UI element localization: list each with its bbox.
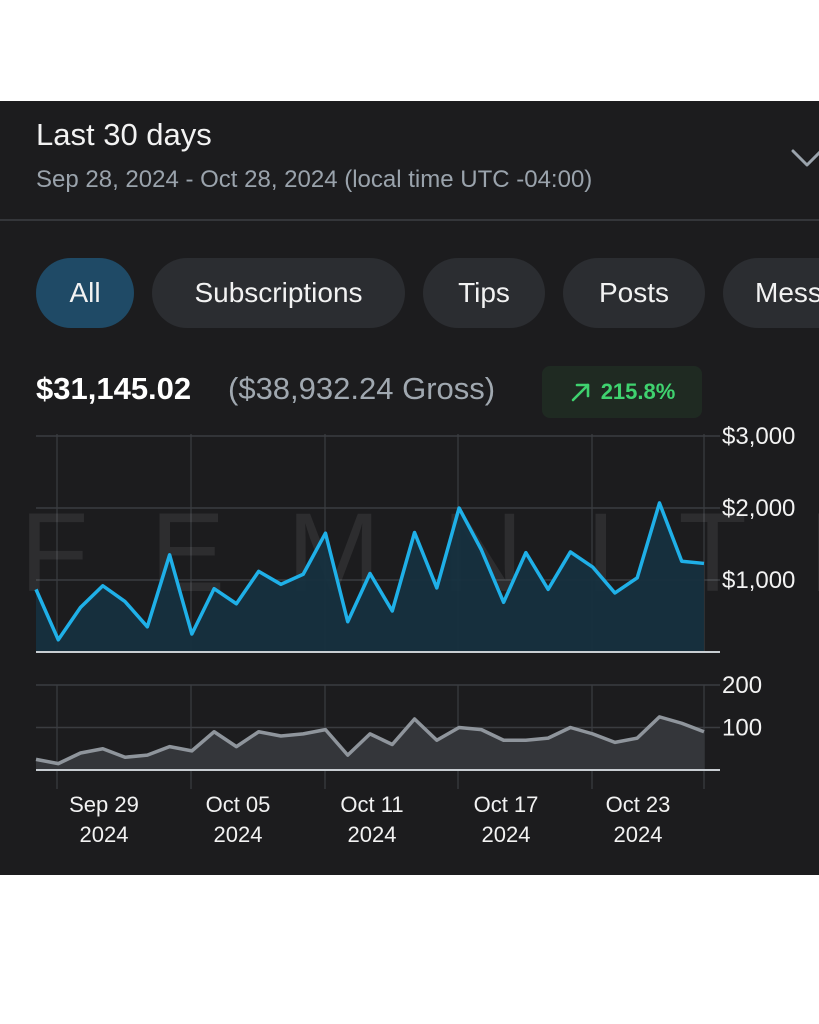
x-tick-label: Oct 23 (606, 792, 671, 817)
chevron-down-icon[interactable] (790, 141, 819, 175)
x-tick-year: 2024 (214, 822, 263, 847)
x-tick-label: Sep 29 (69, 792, 139, 817)
earnings-line (34, 501, 705, 642)
header-divider (0, 219, 819, 221)
period-date-range: Sep 28, 2024 - Oct 28, 2024 (local time … (36, 166, 593, 193)
change-percent: 215.8% (600, 379, 676, 404)
earnings-panel: Last 30 days Sep 28, 2024 - Oct 28, 2024… (0, 101, 819, 875)
x-tick-label: Oct 05 (206, 792, 271, 817)
change-badge: 215.8% (542, 366, 702, 418)
filter-chip-messages[interactable]: Mess (723, 258, 819, 328)
filter-chip-tips[interactable]: Tips (423, 258, 545, 328)
filter-chip-all[interactable]: All (36, 258, 134, 328)
filter-chip-posts[interactable]: Posts (563, 258, 705, 328)
y-tick-label: $2,000 (722, 495, 795, 522)
x-tick-year: 2024 (80, 822, 129, 847)
x-tick-year: 2024 (614, 822, 663, 847)
y-tick-label: 200 (722, 672, 762, 699)
y-tick-label: $3,000 (722, 423, 795, 450)
arrow-up-right-icon (571, 383, 589, 402)
filter-chip-subscriptions[interactable]: Subscriptions (152, 258, 405, 328)
count-area (36, 716, 704, 770)
gross-earnings: ($38,932.24 Gross) (228, 371, 496, 406)
x-tick-year: 2024 (482, 822, 531, 847)
period-title: Last 30 days (36, 117, 212, 152)
y-tick-label: $1,000 (722, 567, 795, 594)
y-tick-label: 100 (722, 715, 762, 742)
x-tick-label: Oct 17 (474, 792, 539, 817)
x-tick-label: Oct 11 (340, 792, 403, 817)
net-earnings-total: $31,145.02 (36, 371, 192, 406)
x-tick-year: 2024 (348, 822, 397, 847)
count-line (35, 715, 705, 766)
